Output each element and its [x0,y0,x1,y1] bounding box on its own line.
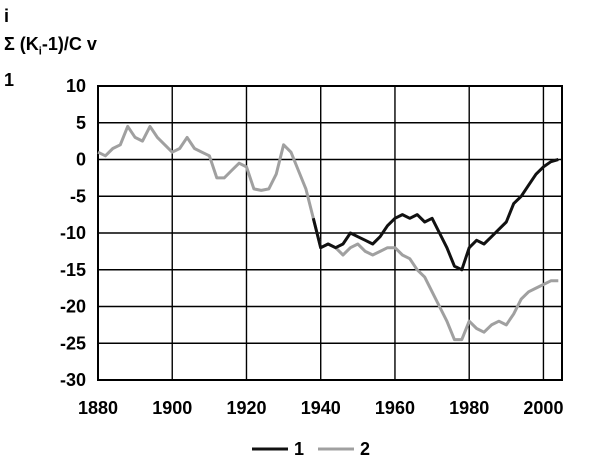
legend-label-1: 1 [294,439,304,459]
y-tick-label: -25 [60,333,86,353]
x-tick-labels: 1880 1900 1920 1940 1960 1980 2000 [78,398,563,418]
y-axis-label: i Σ (Ki-1)/C v 1 [4,2,97,94]
y-axis-label-line-2: Σ (Ki-1)/C v [4,30,97,66]
y-axis-label-line-3: 1 [4,69,15,90]
legend-label-2: 2 [360,439,370,459]
y-axis-label-subscript: i [38,45,42,58]
y-tick-label: 5 [76,113,86,133]
y-axis-label-line-1: i [4,6,10,26]
plot-frame [97,85,563,381]
x-tick-label: 1900 [152,398,192,418]
y-tick-label: -20 [60,297,86,317]
x-tick-label: 2000 [523,398,563,418]
x-tick-label: 1980 [449,398,489,418]
gridlines [97,85,562,381]
x-tick-label: 1880 [78,398,118,418]
y-tick-label: -5 [70,186,86,206]
y-tick-label: -30 [60,370,86,390]
y-axis-label-sum: Σ (K [4,34,39,54]
y-tick-label: -15 [60,260,86,280]
series-1-line [311,158,559,272]
y-tick-label: 10 [66,76,86,96]
x-tick-label: 1960 [375,398,415,418]
y-tick-labels: 10 5 0 -5 -10 -15 -20 -25 -30 [60,76,86,390]
y-axis-label-rest: -1)/C v [41,34,97,54]
y-tick-label: -10 [60,223,86,243]
x-tick-label: 1940 [301,398,341,418]
y-tick-label: 0 [76,150,86,170]
series-lines [97,124,559,342]
x-tick-label: 1920 [226,398,266,418]
